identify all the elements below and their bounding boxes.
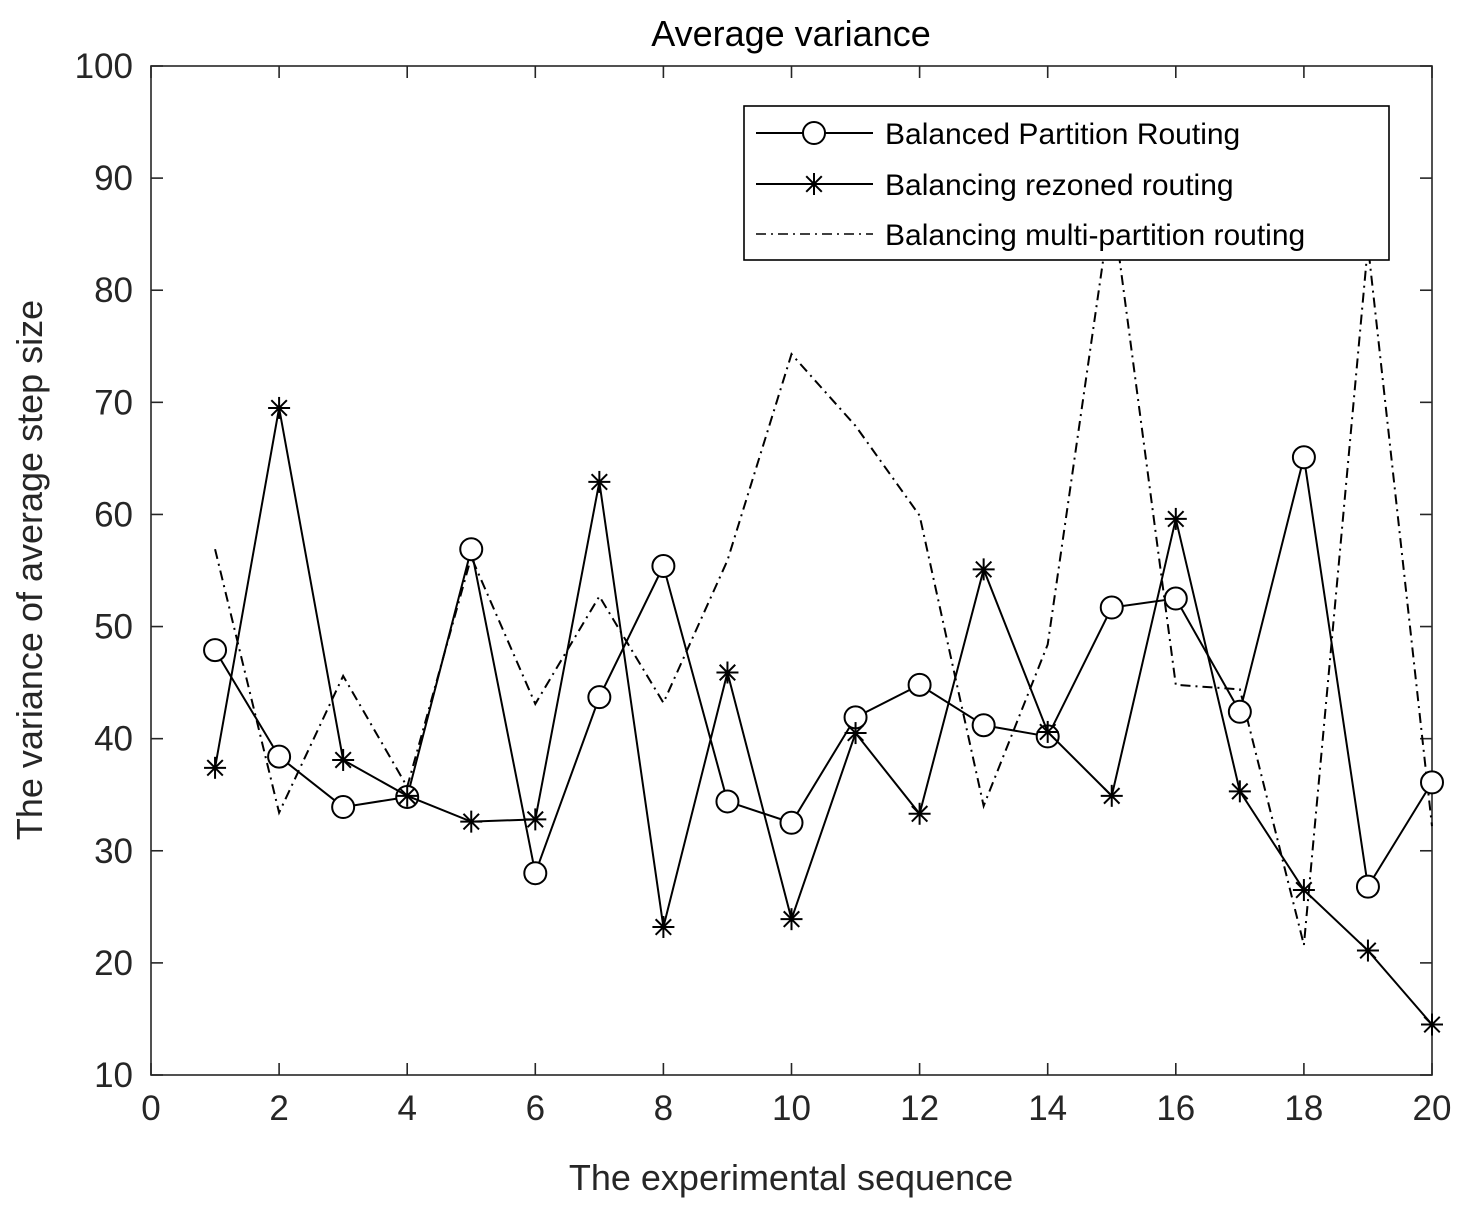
- series-line-balancing-rezoned-routing: [214, 407, 1433, 1026]
- y-tick-label: 40: [94, 720, 133, 759]
- data-point-balanced-partition-routing: [203, 638, 228, 663]
- data-point-balancing-rezoned-routing: [1164, 507, 1187, 530]
- y-tick-label: 60: [94, 495, 133, 534]
- x-tick-label: 18: [1284, 1089, 1323, 1128]
- data-point-balanced-partition-routing: [1420, 770, 1444, 795]
- data-point-balancing-rezoned-routing: [716, 661, 739, 684]
- y-tick-label: 30: [94, 832, 133, 871]
- data-point-balancing-rezoned-routing: [908, 802, 931, 825]
- data-point-balanced-partition-routing: [651, 554, 676, 579]
- data-point-balancing-rezoned-routing: [844, 722, 867, 745]
- x-tick-label: 2: [269, 1089, 288, 1128]
- x-axis-label: The experimental sequence: [569, 1157, 1013, 1198]
- data-point-balanced-partition-routing: [1099, 595, 1124, 620]
- series-layer: [203, 200, 1444, 1036]
- x-tick-label: 6: [526, 1089, 545, 1128]
- chart-title: Average variance: [651, 13, 931, 54]
- y-tick-label: 100: [75, 47, 133, 86]
- y-tick-label: 20: [94, 944, 133, 983]
- legend-label-balanced-partition: Balanced Partition Routing: [885, 118, 1240, 151]
- y-tick-label: 90: [94, 159, 133, 198]
- data-point-balanced-partition-routing: [1355, 874, 1380, 899]
- data-point-balancing-rezoned-routing: [1036, 720, 1059, 743]
- data-point-balancing-rezoned-routing: [524, 808, 547, 831]
- data-point-balancing-rezoned-routing: [972, 558, 995, 581]
- data-point-balancing-rezoned-routing: [1421, 1013, 1443, 1036]
- data-point-balanced-partition-routing: [587, 685, 612, 710]
- y-axis: 10 20 30 40 50 60 70 80 90 100: [75, 47, 1432, 1095]
- x-tick-label: 10: [772, 1089, 811, 1128]
- data-point-balancing-rezoned-routing: [780, 908, 803, 931]
- x-tick-label: 16: [1156, 1089, 1195, 1128]
- legend-marker-circle: [802, 121, 826, 145]
- y-tick-label: 50: [94, 608, 133, 647]
- data-point-balanced-partition-routing: [459, 537, 484, 562]
- y-axis-label: The variance of average step size: [9, 300, 50, 840]
- data-point-balancing-rezoned-routing: [588, 470, 611, 493]
- x-tick-label: 4: [397, 1089, 416, 1128]
- data-point-balanced-partition-routing: [907, 672, 932, 697]
- data-point-balanced-partition-routing: [779, 810, 804, 835]
- series-line-balanced-partition-routing: [214, 457, 1433, 890]
- y-tick-label: 80: [94, 271, 133, 310]
- data-point-balancing-rezoned-routing: [1356, 939, 1379, 962]
- series-line-balancing-multi-partition-routing: [214, 200, 1433, 946]
- x-axis: 0 2 4 6 8 10 12 14 16 18 20: [141, 66, 1451, 1128]
- data-point-balancing-rezoned-routing: [396, 784, 419, 807]
- data-point-balancing-rezoned-routing: [268, 396, 291, 419]
- data-point-balancing-rezoned-routing: [1292, 879, 1315, 902]
- data-point-balanced-partition-routing: [971, 713, 996, 738]
- legend: Balanced Partition Routing Balancing rez…: [743, 105, 1390, 261]
- data-point-balanced-partition-routing: [1163, 586, 1188, 611]
- y-tick-label: 70: [94, 383, 133, 422]
- data-point-balanced-partition-routing: [1291, 445, 1316, 470]
- data-point-balanced-partition-routing: [331, 795, 356, 820]
- data-point-balancing-rezoned-routing: [204, 756, 227, 779]
- data-point-balanced-partition-routing: [715, 789, 740, 814]
- data-point-balanced-partition-routing: [523, 861, 548, 886]
- data-point-balancing-rezoned-routing: [1228, 780, 1251, 803]
- x-tick-label: 0: [141, 1089, 160, 1128]
- legend-label-balancing-multi-partition: Balancing multi-partition routing: [885, 219, 1305, 252]
- data-point-balancing-rezoned-routing: [460, 810, 483, 833]
- data-point-balancing-rezoned-routing: [332, 748, 355, 771]
- legend-star-shape: [803, 173, 825, 195]
- legend-marker-star: [803, 173, 825, 195]
- data-point-balanced-partition-routing: [267, 744, 292, 769]
- x-tick-label: 8: [654, 1089, 673, 1128]
- x-tick-label: 20: [1413, 1089, 1452, 1128]
- data-point-balancing-rezoned-routing: [652, 916, 675, 939]
- y-tick-label: 10: [94, 1056, 133, 1095]
- x-tick-label: 14: [1028, 1089, 1067, 1128]
- data-point-balanced-partition-routing: [1227, 699, 1252, 724]
- x-tick-label: 12: [900, 1089, 939, 1128]
- legend-label-balancing-rezoned: Balancing rezoned routing: [885, 169, 1234, 202]
- data-point-balancing-rezoned-routing: [1100, 784, 1123, 807]
